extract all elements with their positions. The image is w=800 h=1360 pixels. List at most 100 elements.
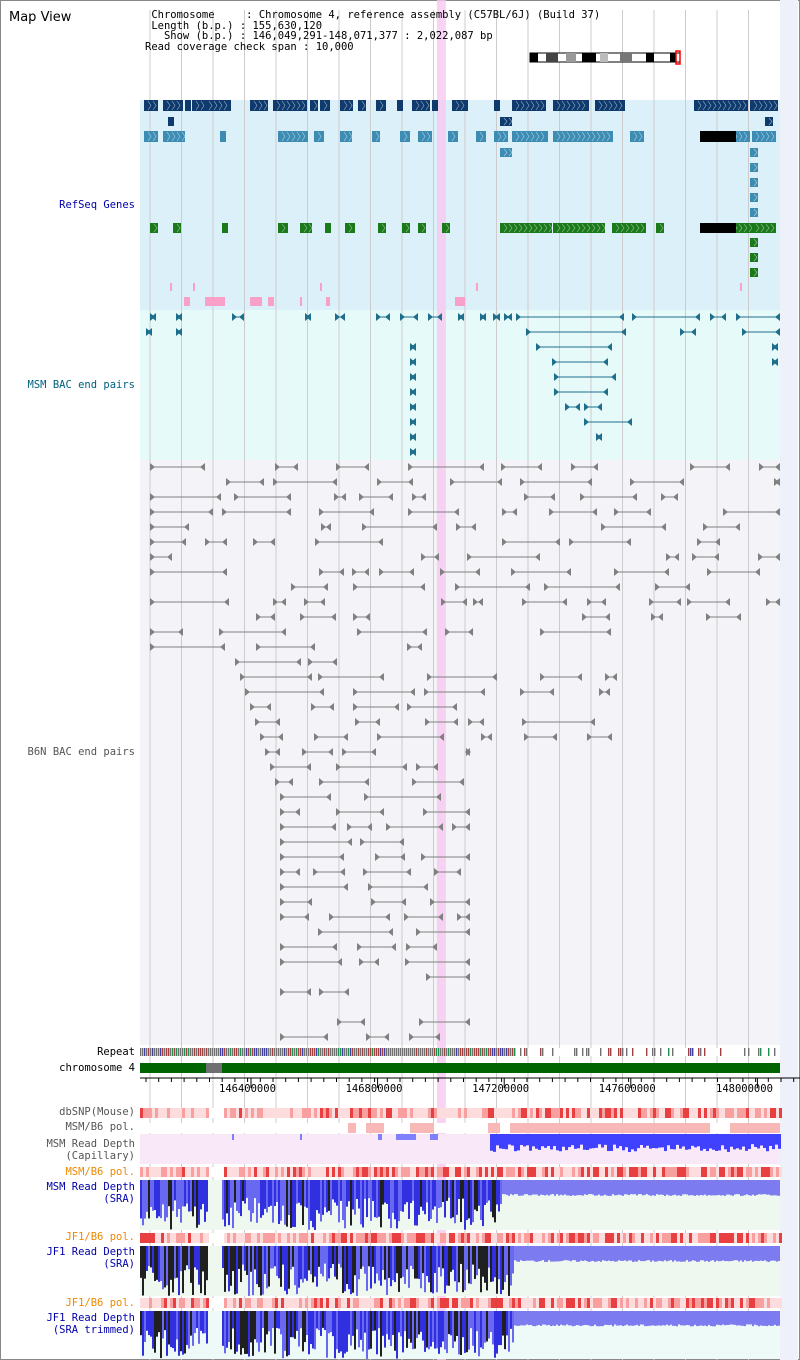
heat-cell	[641, 1167, 644, 1177]
heat-cell	[686, 1298, 689, 1308]
heat-cell	[707, 1298, 710, 1308]
depth-bar	[736, 1180, 738, 1195]
gene-feature	[553, 223, 605, 233]
heat-cell	[491, 1108, 494, 1118]
depth-bar	[768, 1180, 770, 1195]
depth-bar	[514, 1311, 516, 1326]
gene-strand-arrow	[543, 223, 548, 233]
heat-cell	[701, 1108, 704, 1118]
depth-bar	[697, 1134, 700, 1147]
heat-cell	[665, 1233, 668, 1243]
depth-bar	[536, 1246, 538, 1262]
depth-bar	[678, 1180, 680, 1196]
depth-bar	[726, 1180, 728, 1195]
repeat-mark	[140, 1048, 142, 1056]
depth-bar	[182, 1311, 184, 1355]
gene-strand-arrow	[348, 131, 353, 142]
depth-bar	[400, 1180, 402, 1212]
b6n-bac-pair-end	[319, 568, 324, 576]
heat-cell	[590, 1167, 593, 1177]
heat-cell	[236, 1233, 239, 1243]
repeat-mark	[420, 1048, 422, 1056]
heat-cell	[641, 1108, 644, 1118]
depth-bar	[496, 1134, 499, 1146]
repeat-mark	[462, 1048, 464, 1056]
heat-cell	[281, 1233, 284, 1243]
depth-bar	[586, 1180, 588, 1196]
depth-bar	[358, 1246, 360, 1280]
depth-bar	[612, 1180, 614, 1195]
depth-bar	[284, 1180, 286, 1225]
track-label-msm-b6-pol-1: MSM/B6 pol.	[65, 1121, 135, 1133]
depth-bar	[154, 1311, 156, 1353]
gene-feature	[448, 131, 458, 142]
depth-bar	[691, 1134, 694, 1146]
depth-bar	[490, 1134, 493, 1151]
depth-bar	[484, 1246, 486, 1283]
gene-strand-arrow	[286, 131, 291, 142]
gene-strand-arrow	[591, 223, 596, 233]
b6n-bac-pair-end	[456, 523, 461, 531]
b6n-bac-pair-end	[685, 583, 690, 591]
b6n-bac-pair-end	[270, 538, 275, 546]
heat-cell	[296, 1167, 299, 1177]
b6n-bac-pair-end	[336, 763, 341, 771]
depth-bar	[474, 1180, 476, 1210]
b6n-bac-pair-end	[340, 868, 345, 876]
depth-bar	[590, 1180, 592, 1195]
repeat-mark	[432, 1048, 434, 1056]
gene-strand-arrow	[737, 100, 742, 111]
repeat-mark	[272, 1048, 274, 1056]
heat-cell	[512, 1233, 515, 1243]
depth-bar	[428, 1180, 430, 1222]
depth-bar	[148, 1180, 150, 1219]
heat-cell	[533, 1233, 536, 1243]
depth-bar	[530, 1180, 532, 1196]
heat-cell	[362, 1108, 365, 1118]
depth-bar	[715, 1134, 718, 1151]
depth-bar	[394, 1246, 396, 1283]
msm-bac-pair-end	[400, 313, 405, 321]
depth-bar	[506, 1311, 508, 1336]
track-label-refseq[interactable]: RefSeq Genes	[59, 199, 135, 211]
b6n-bac-pair-end	[497, 478, 502, 486]
heat-cell	[236, 1298, 239, 1308]
ideogram-band	[670, 53, 676, 62]
track-label-b6n-bac[interactable]: B6N BAC end pairs	[27, 746, 135, 758]
heat-cell	[512, 1298, 515, 1308]
depth-bar	[464, 1180, 466, 1230]
msm-bac-pair-end	[411, 373, 416, 381]
depth-bar	[618, 1246, 620, 1261]
ideogram-position-marker	[675, 50, 681, 65]
depth-bar	[308, 1246, 310, 1271]
heat-cell	[224, 1233, 227, 1243]
heat-cell	[590, 1233, 593, 1243]
heat-cell	[191, 1167, 194, 1177]
repeat-mark	[308, 1048, 310, 1056]
depth-bar	[364, 1180, 366, 1199]
repeat-mark	[260, 1048, 262, 1056]
depth-bar	[420, 1180, 422, 1207]
heat-cell	[527, 1233, 530, 1243]
depth-bar	[568, 1246, 570, 1261]
depth-bar	[700, 1134, 703, 1151]
heat-cell	[572, 1298, 575, 1308]
depth-bar	[552, 1246, 554, 1262]
b6n-bac-pair-end	[347, 823, 352, 831]
heat-cell	[266, 1108, 269, 1118]
heat-cell	[674, 1233, 677, 1243]
gene-strand-arrow	[530, 100, 535, 111]
depth-bar	[354, 1180, 356, 1215]
depth-bar	[678, 1246, 680, 1262]
repeat-mark	[690, 1048, 692, 1056]
depth-bar	[516, 1311, 518, 1326]
track-label-jf1-depth-trimmed: JF1 Read Depth (SRA trimmed)	[46, 1312, 135, 1336]
depth-bar	[398, 1311, 400, 1333]
heat-cell	[521, 1108, 524, 1118]
track-label-msm-bac[interactable]: MSM BAC end pairs	[27, 379, 135, 391]
depth-bar	[404, 1311, 406, 1332]
depth-bar	[722, 1180, 724, 1196]
heat-cell	[140, 1167, 143, 1177]
depth-bar	[690, 1311, 692, 1327]
b6n-bac-pair-end	[319, 508, 324, 516]
